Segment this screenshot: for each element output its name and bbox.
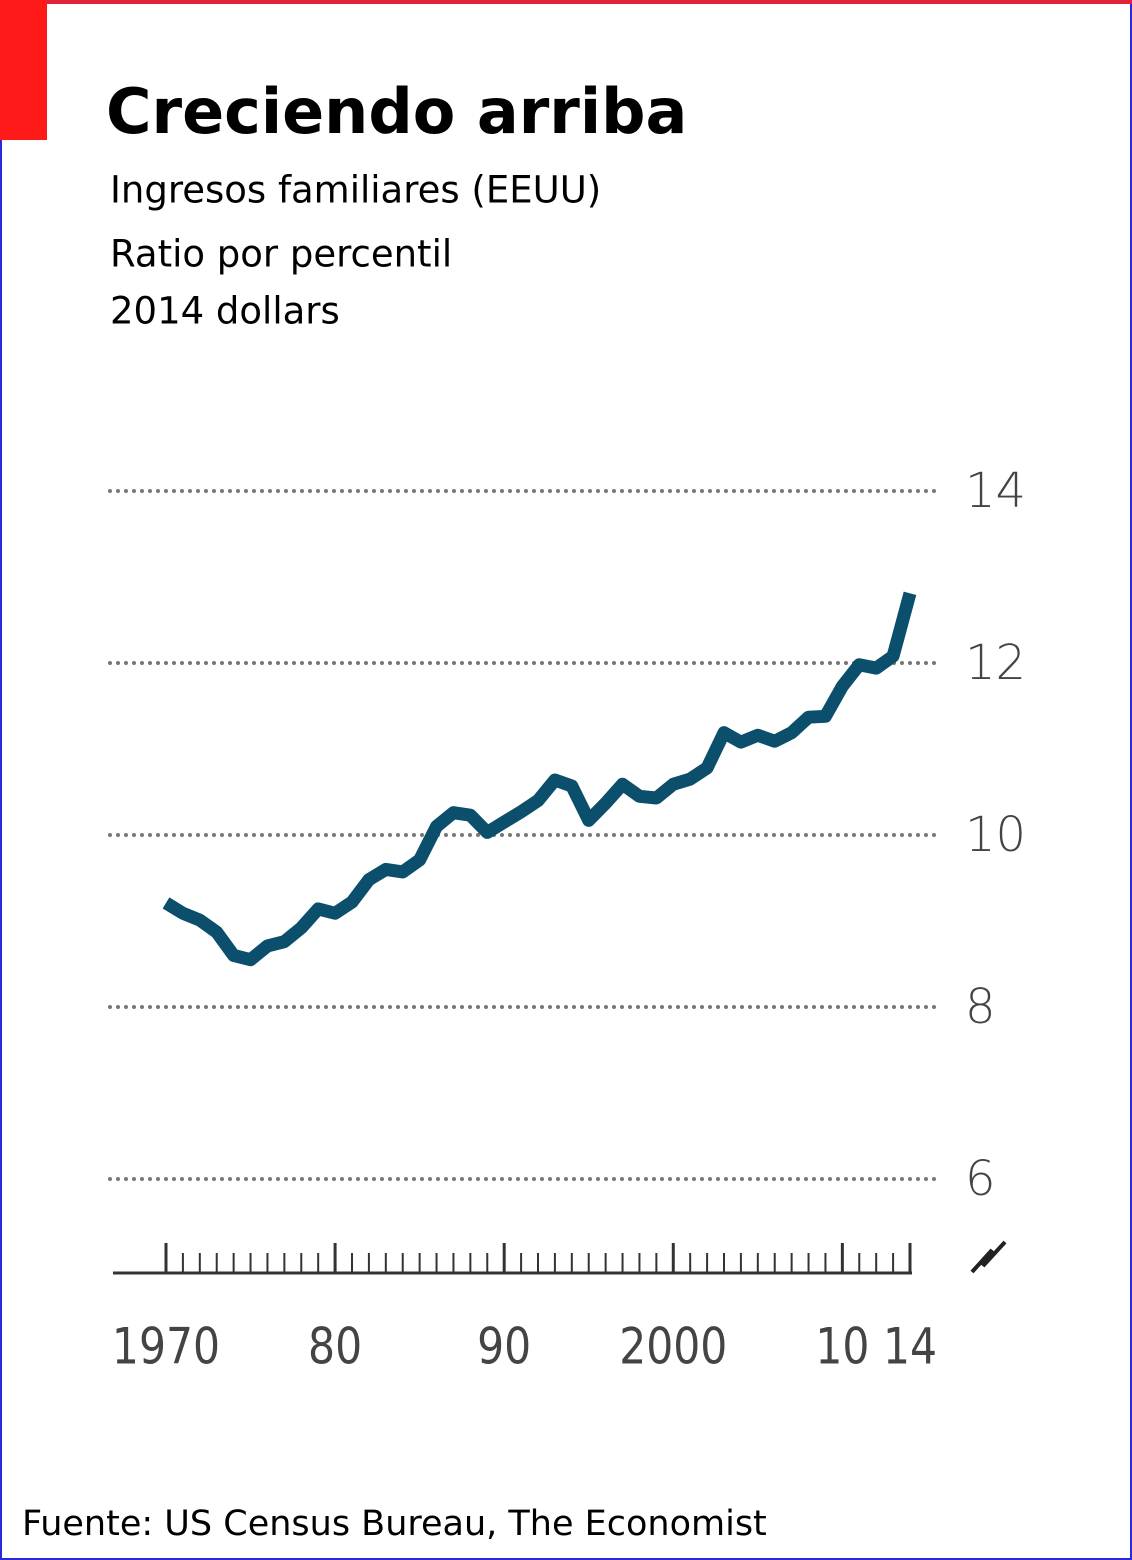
x-tick-label: 2000	[619, 1317, 727, 1375]
y-tick-label: 10	[965, 807, 1026, 863]
y-tick-label: 6	[965, 1151, 996, 1207]
x-tick-label: 10	[815, 1317, 869, 1375]
y-tick-label: 12	[965, 635, 1026, 691]
x-tick-label: 80	[308, 1317, 362, 1375]
source: Fuente: US Census Bureau, The Economist	[22, 1504, 767, 1544]
data-line	[162, 591, 917, 967]
red-tag	[0, 0, 47, 140]
y-tick-label: 8	[965, 979, 996, 1035]
subtitle: Ratio por percentil	[110, 233, 452, 276]
chart-title: Creciendo arriba	[106, 75, 687, 148]
y-tick-label: 14	[965, 463, 1026, 519]
axis-break	[970, 1240, 1007, 1274]
x-tick-label: 1970	[112, 1317, 220, 1375]
subtitle: Ingresos familiares (EEUU)	[110, 169, 601, 212]
x-tick-label: 90	[477, 1317, 531, 1375]
subtitle: 2014 dollars	[110, 290, 340, 333]
x-tick-label: 14	[883, 1317, 937, 1375]
